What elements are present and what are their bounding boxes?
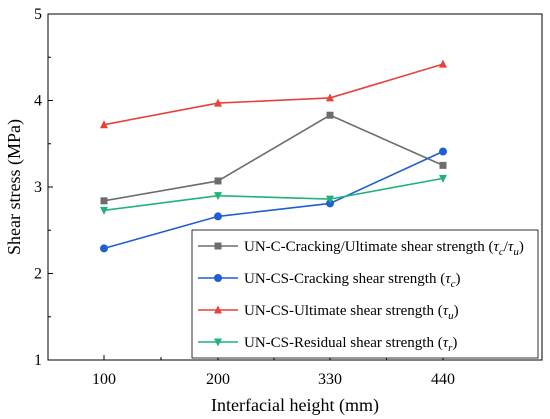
data-point [214, 305, 222, 314]
x-tick-label: 440 [431, 371, 455, 388]
data-point [214, 98, 222, 107]
data-point [439, 147, 447, 156]
series-line [103, 177, 444, 212]
data-point [100, 120, 108, 129]
legend-label: UN-CS-Residual shear strength (τr) [244, 335, 457, 354]
y-axis: 1 2 3 4 5 [34, 6, 53, 369]
data-point [214, 242, 222, 250]
legend: UN-C-Cracking/Ultimate shear strength (τ… [191, 229, 539, 359]
x-tick-label: 200 [206, 371, 230, 388]
y-tick-label: 5 [34, 6, 42, 23]
legend-entry: UN-CS-Residual shear strength (τr) [198, 335, 457, 354]
data-point [439, 174, 447, 183]
legend-label: UN-C-Cracking/Ultimate shear strength (τ… [244, 239, 524, 258]
legend-entry: UN-CS-Cracking shear strength (τc) [198, 271, 460, 290]
y-tick-label: 4 [34, 93, 42, 110]
series-line [103, 63, 444, 126]
y-axis-title: Shear stress (MPa) [4, 119, 25, 255]
data-point [326, 195, 334, 204]
y-tick-label: 1 [34, 352, 42, 369]
x-tick-label: 100 [92, 371, 116, 388]
data-point [214, 338, 222, 347]
data-point [100, 197, 108, 205]
series-0 [100, 111, 447, 205]
y-tick-label: 3 [34, 179, 42, 196]
data-point [326, 93, 334, 102]
x-tick-label: 330 [318, 371, 342, 388]
legend-entry: UN-CS-Ultimate shear strength (τu) [198, 303, 459, 322]
y-tick-label: 2 [34, 266, 42, 283]
data-point [214, 192, 222, 201]
series-line [103, 114, 444, 202]
data-point [214, 177, 222, 185]
legend-label: UN-CS-Cracking shear strength (τc) [244, 271, 460, 290]
data-point [214, 274, 222, 282]
legend-label: UN-CS-Ultimate shear strength (τu) [244, 303, 459, 322]
legend-box [191, 229, 539, 359]
x-axis: 100 200 330 440 [92, 355, 455, 388]
data-point [326, 111, 334, 119]
data-point [214, 212, 222, 221]
data-point [439, 59, 447, 68]
series-3 [100, 174, 447, 215]
data-point [439, 161, 447, 169]
series-line [103, 150, 444, 250]
series-layer [100, 59, 447, 253]
x-axis-title: Interfacial height (mm) [211, 395, 379, 416]
data-point [100, 206, 108, 215]
series-2 [100, 59, 447, 129]
legend-entry: UN-C-Cracking/Ultimate shear strength (τ… [198, 239, 524, 258]
data-point [100, 244, 108, 253]
